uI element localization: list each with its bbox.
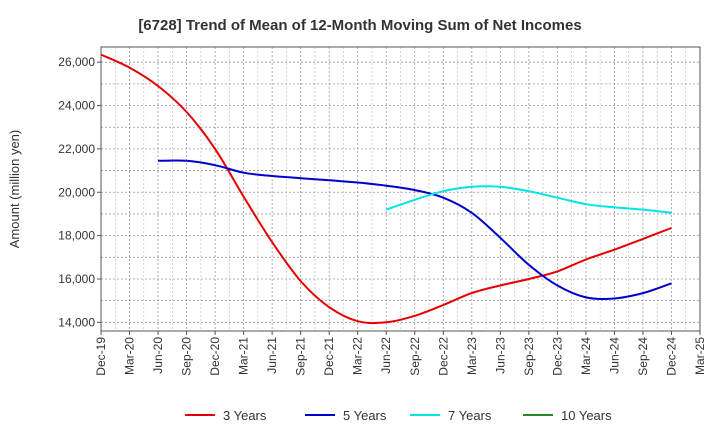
legend-label: 3 Years	[223, 408, 267, 423]
x-tick-label: Dec-21	[322, 337, 336, 376]
legend-label: 10 Years	[561, 408, 612, 423]
x-tick-label: Dec-24	[664, 337, 678, 376]
x-tick-label: Mar-21	[237, 337, 251, 375]
legend: 3 Years 5 Years 7 Years 10 Years	[185, 408, 612, 423]
x-tick-label: Mar-23	[465, 337, 479, 375]
series-line-5-years	[157, 159, 672, 301]
y-axis-label: Amount (million yen)	[7, 130, 22, 249]
x-tick-label: Jun-20	[151, 337, 165, 374]
legend-label: 5 Years	[343, 408, 387, 423]
x-tick-label: Dec-23	[550, 337, 564, 376]
x-tick-label: Mar-25	[693, 337, 707, 375]
y-tick-label: 22,000	[58, 142, 95, 156]
x-tick-label: Mar-22	[351, 337, 365, 375]
plot-area	[100, 46, 701, 332]
grid	[100, 47, 701, 331]
y-tick-label: 18,000	[58, 229, 95, 243]
y-tick-label: 16,000	[58, 272, 95, 286]
x-tick-label: Mar-20	[123, 337, 137, 375]
x-tick-label: Jun-21	[265, 337, 279, 374]
y-tick-label: 26,000	[58, 55, 95, 69]
y-tick-label: 14,000	[58, 315, 95, 329]
x-tick-label: Sep-21	[294, 337, 308, 376]
series-line-7-years	[385, 185, 672, 214]
y-tick-label: 20,000	[58, 185, 95, 199]
x-tick-label: Jun-23	[493, 337, 507, 374]
x-tick-label: Sep-23	[522, 337, 536, 376]
x-tick-label: Mar-24	[579, 337, 593, 375]
x-tick-label: Jun-22	[379, 337, 393, 374]
x-tick-label: Sep-24	[636, 337, 650, 376]
x-tick-label: Sep-20	[180, 337, 194, 376]
chart-title: [6728] Trend of Mean of 12-Month Moving …	[138, 17, 581, 34]
x-tick-label: Dec-19	[94, 337, 108, 376]
series-group	[100, 53, 672, 325]
legend-label: 7 Years	[448, 408, 492, 423]
x-tick-label: Sep-22	[408, 337, 422, 376]
x-tick-label: Dec-22	[436, 337, 450, 376]
y-axis: 14,000 16,000 18,000 20,000 22,000 24,000 26,0…	[58, 55, 101, 329]
x-axis: Dec-19 Mar-20 Jun-20 Sep-20 Dec-20 Mar-21 Jun-…	[94, 331, 707, 376]
x-tick-label: Jun-24	[607, 337, 621, 374]
y-tick-label: 24,000	[58, 99, 95, 113]
series-line-3-years	[100, 53, 672, 325]
x-tick-label: Dec-20	[208, 337, 222, 376]
